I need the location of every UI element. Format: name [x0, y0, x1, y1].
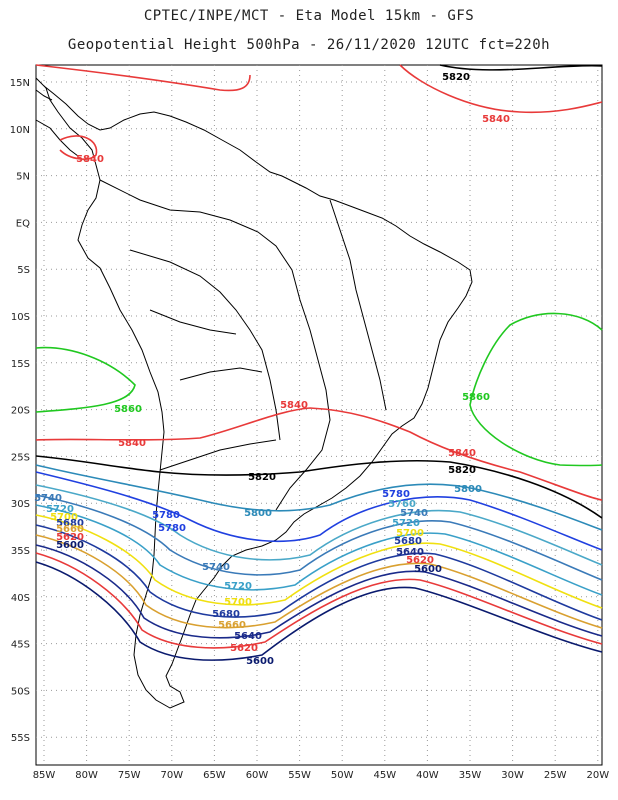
- contour-label: 5800: [244, 508, 272, 519]
- contour-label: 5660: [218, 620, 246, 631]
- contour-label: 5780: [152, 510, 180, 521]
- contour-label: 5820: [448, 465, 476, 476]
- contour-5700: [35, 514, 603, 609]
- contour-5840: [399, 64, 603, 114]
- contour-5760: [35, 484, 603, 566]
- lat-tick-label: 15N: [10, 78, 30, 89]
- lat-tick-label: 10S: [11, 312, 30, 323]
- lon-tick-label: 35W: [459, 770, 482, 781]
- contour-label: 5600: [246, 656, 274, 667]
- chart-title-line1: CPTEC/INPE/MCT - Eta Model 15km - GFS: [143, 8, 475, 24]
- contour-5800: [35, 464, 603, 531]
- lat-tick-label: 25S: [11, 452, 30, 463]
- latitude-labels: 15N 10N 5N EQ 5S 10S 15S 20S 25S 30S 35S 40S 45S 50S 5…: [10, 78, 30, 744]
- lon-tick-label: 75W: [118, 770, 141, 781]
- contour-5740: [35, 494, 603, 581]
- contour-5840: [59, 135, 98, 160]
- contour-5820: [35, 455, 603, 519]
- contour-label: 5720: [392, 518, 420, 529]
- contour-label: 5760: [388, 499, 416, 510]
- contour-label: 5860: [462, 392, 490, 403]
- contour-5860: [469, 312, 603, 467]
- contour-5640: [35, 544, 603, 639]
- contour-label: 5720: [224, 581, 252, 592]
- map-frame: [35, 64, 603, 766]
- contour-5840: [35, 407, 603, 501]
- contour-label: 5840: [76, 154, 104, 165]
- contour-label: 5820: [248, 472, 276, 483]
- lon-tick-label: 60W: [246, 770, 269, 781]
- contour-label: 5740: [400, 508, 428, 519]
- contour-label: 5860: [114, 404, 142, 415]
- contour-label: 5840: [280, 400, 308, 411]
- contour-label: 5600: [56, 540, 84, 551]
- lon-tick-label: 30W: [501, 770, 524, 781]
- lat-tick-label: 30S: [11, 499, 30, 510]
- lat-tick-label: 5N: [16, 172, 30, 183]
- contour-label: 5620: [230, 643, 258, 654]
- contour-label: 5820: [442, 72, 470, 83]
- contour-label: 5700: [396, 528, 424, 539]
- graticule: [36, 65, 602, 765]
- contour-label: 5840: [482, 114, 510, 125]
- contour-label: 5680: [394, 536, 422, 547]
- lon-tick-label: 65W: [203, 770, 226, 781]
- contour-5720: [35, 504, 603, 596]
- contour-label: 5640: [396, 547, 424, 558]
- lat-tick-label: 35S: [11, 546, 30, 557]
- lon-tick-label: 20W: [586, 770, 609, 781]
- longitude-labels: 85W 80W 75W 70W 65W 60W 55W 50W 45W 40W 35W 30W 25W 2…: [33, 770, 610, 781]
- country-borders: [99, 179, 387, 511]
- lat-tick-label: EQ: [16, 218, 30, 229]
- contour-label: 5620: [406, 555, 434, 566]
- lat-tick-label: 50S: [11, 686, 30, 697]
- contour-label: 5700: [50, 512, 78, 523]
- coastline: [35, 77, 473, 709]
- contour-5860: [35, 346, 136, 413]
- lat-tick-label: 45S: [11, 640, 30, 651]
- lat-tick-label: 40S: [11, 593, 30, 604]
- contour-5780: [35, 471, 603, 551]
- lat-tick-label: 10N: [10, 125, 30, 136]
- lon-tick-label: 70W: [160, 770, 183, 781]
- south-america-coastline: [35, 77, 473, 709]
- contour-label: 5680: [212, 609, 240, 620]
- lon-tick-label: 80W: [75, 770, 98, 781]
- contour-5620: [35, 552, 603, 649]
- lon-tick-label: 50W: [331, 770, 354, 781]
- contour-label: 5780: [158, 523, 186, 534]
- contour-label: 5640: [234, 631, 262, 642]
- contour-label: 5740: [34, 493, 62, 504]
- contour-5680: [35, 524, 603, 621]
- chart-title-line2: Geopotential Height 500hPa - 26/11/2020 …: [67, 37, 551, 53]
- contour-5840: [35, 64, 251, 92]
- lon-tick-label: 55W: [288, 770, 311, 781]
- contour-label: 5620: [56, 532, 84, 543]
- contour-lines: [35, 64, 603, 661]
- lon-tick-label: 25W: [544, 770, 567, 781]
- contour-label: 5740: [202, 562, 230, 573]
- contour-5660: [35, 534, 603, 629]
- contour-label: 5660: [56, 524, 84, 535]
- contour-5820: [439, 64, 603, 71]
- lat-tick-label: 15S: [11, 359, 30, 370]
- lon-tick-label: 85W: [33, 770, 56, 781]
- contour-label: 5780: [382, 489, 410, 500]
- lat-tick-label: 20S: [11, 406, 30, 417]
- lon-tick-label: 45W: [373, 770, 396, 781]
- contour-label: 5840: [448, 448, 476, 459]
- contour-label: 5700: [224, 597, 252, 608]
- lat-tick-label: 5S: [17, 265, 30, 276]
- contour-label: 5600: [414, 564, 442, 575]
- contour-label: 5720: [46, 504, 74, 515]
- lon-tick-label: 40W: [416, 770, 439, 781]
- lat-tick-label: 55S: [11, 733, 30, 744]
- contour-label: 5800: [454, 484, 482, 495]
- contour-labels: 5820 5840 5840 5860 5860 5840 5840 5840 5820 5820…: [34, 72, 510, 667]
- contour-label: 5840: [118, 438, 146, 449]
- contour-5600: [35, 561, 603, 661]
- contour-label: 5680: [56, 518, 84, 529]
